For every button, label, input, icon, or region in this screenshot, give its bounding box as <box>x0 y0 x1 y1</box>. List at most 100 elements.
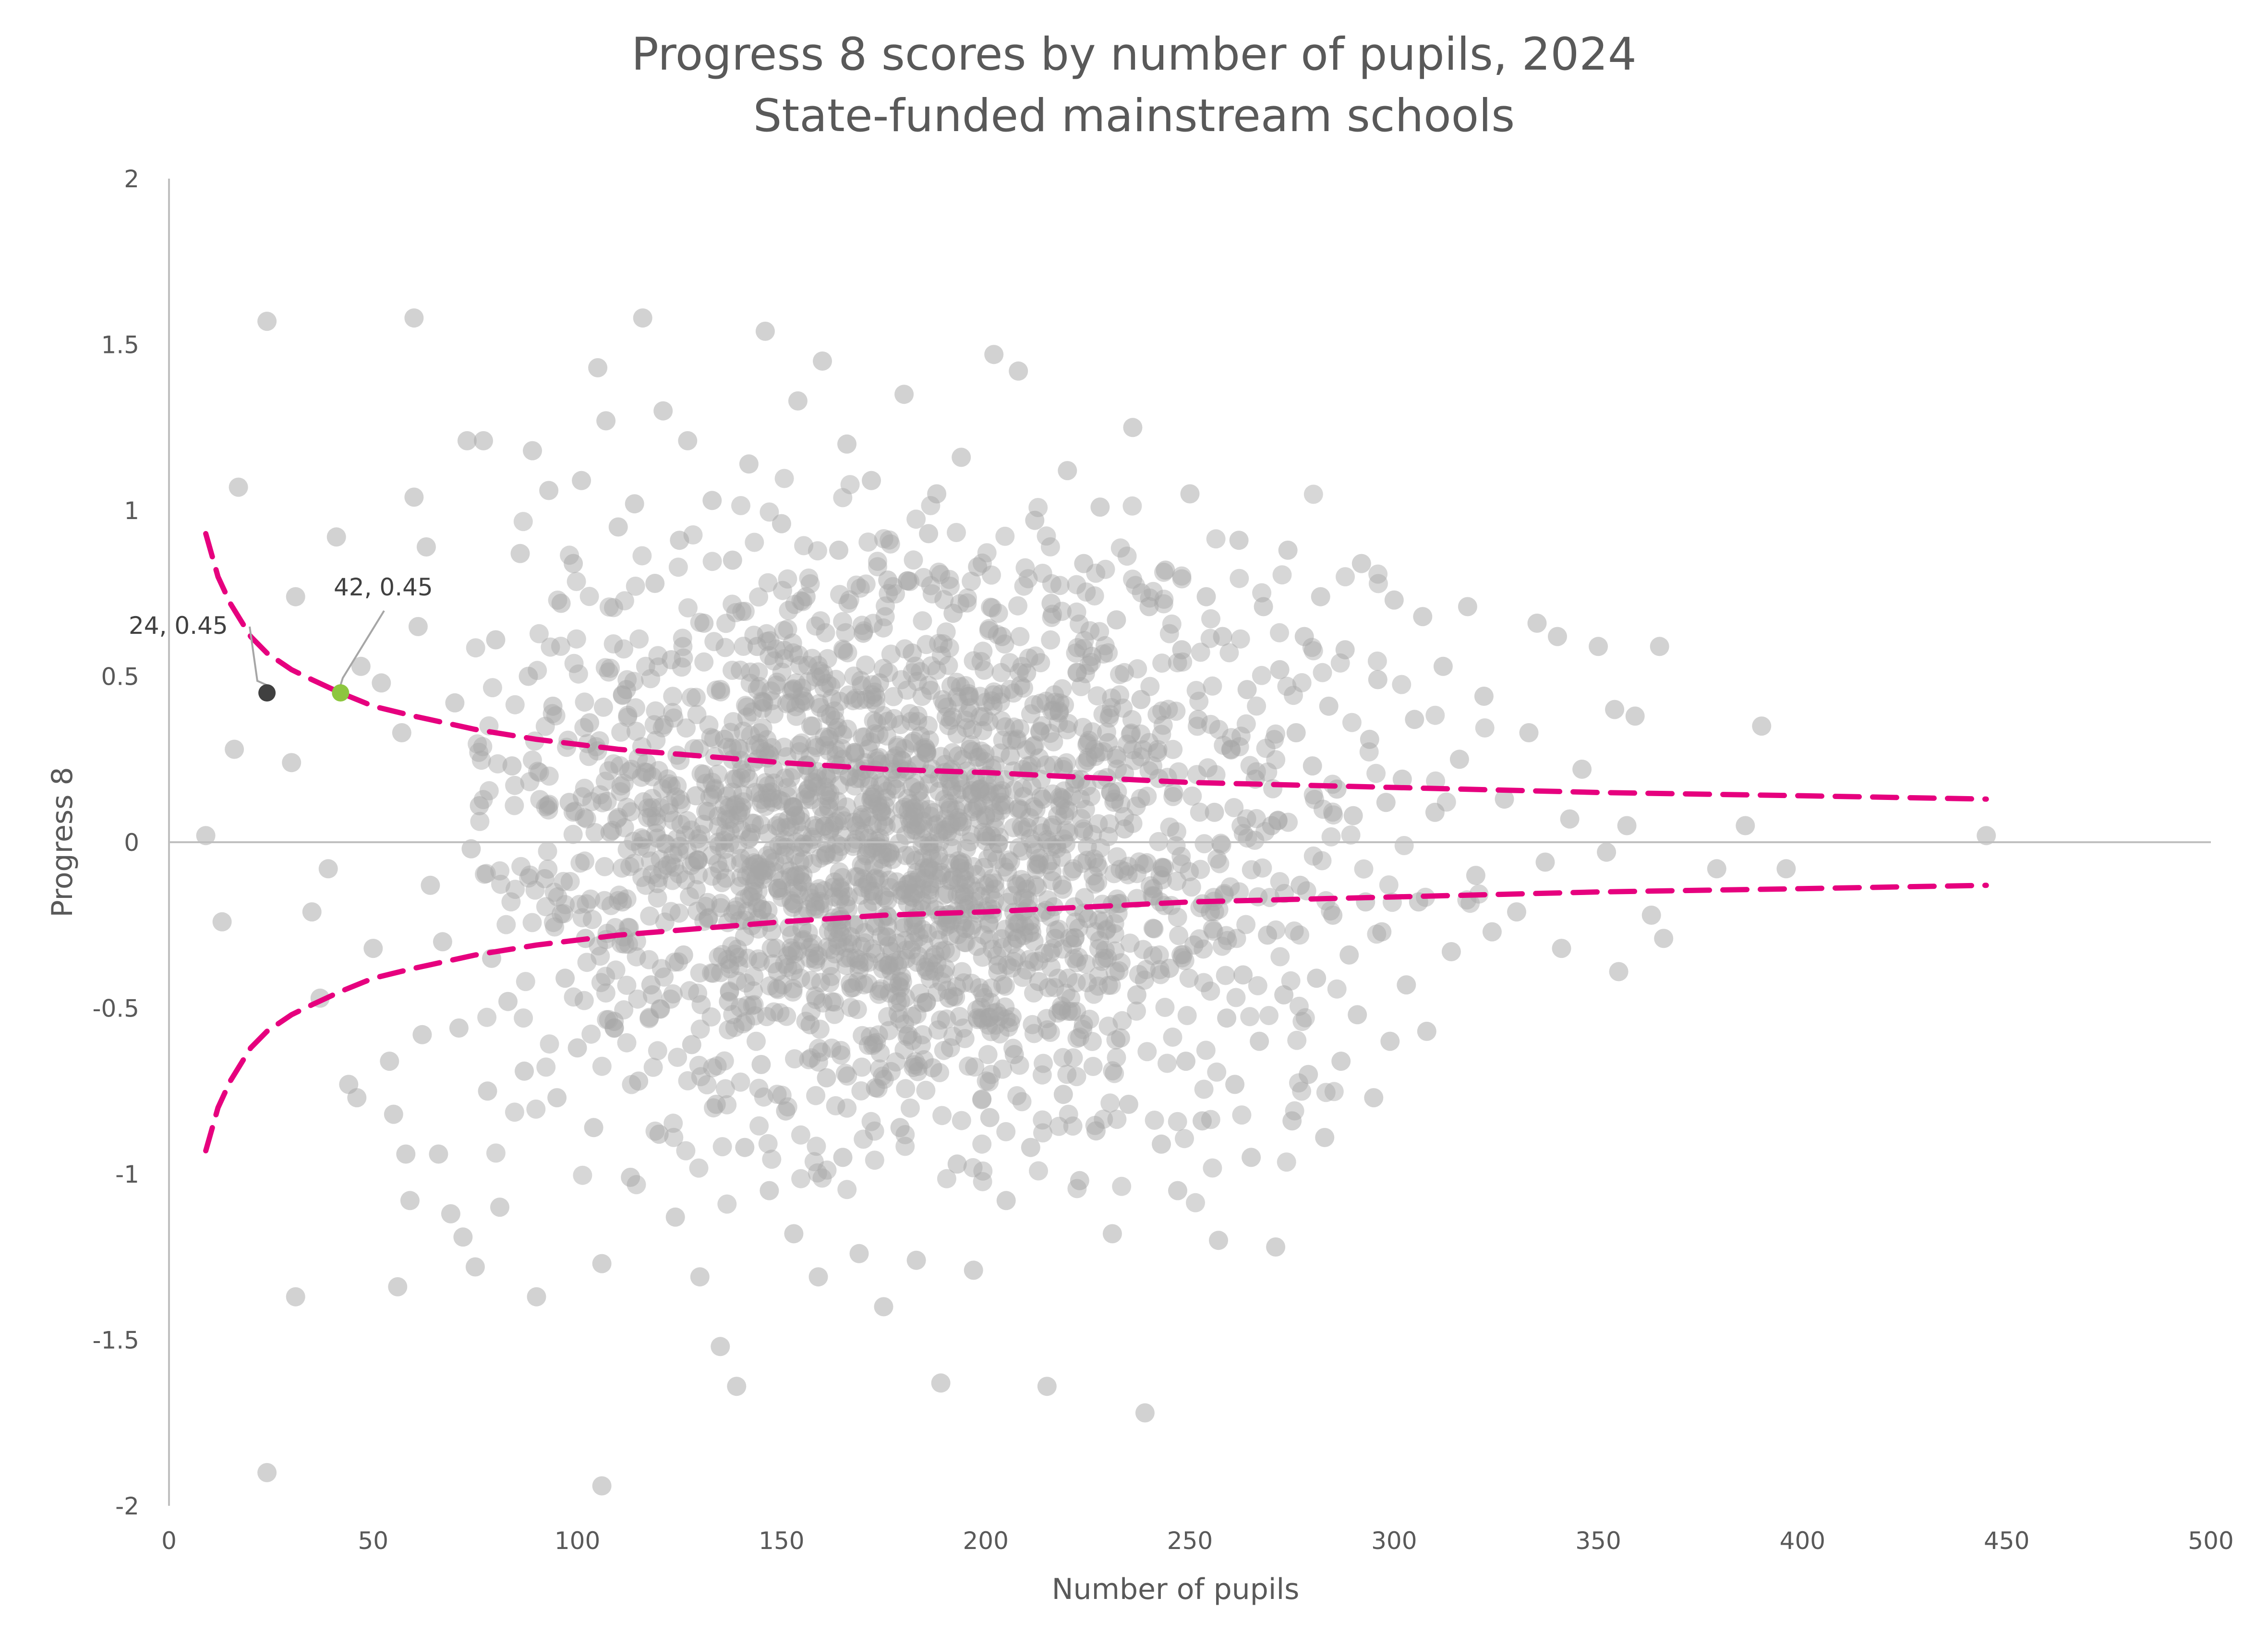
scatter-point <box>834 641 854 661</box>
scatter-point <box>976 692 995 712</box>
scatter-point <box>874 1297 893 1317</box>
scatter-point <box>812 1168 832 1188</box>
scatter-point <box>604 754 623 774</box>
scatter-point <box>1126 576 1145 595</box>
scatter-point <box>802 649 822 668</box>
scatter-point <box>1441 942 1461 961</box>
scatter-point <box>920 884 940 904</box>
scatter-point <box>995 857 1014 877</box>
scatter-point <box>1091 838 1110 858</box>
scatter-point <box>694 613 714 633</box>
scatter-point <box>723 661 742 680</box>
scatter-point <box>1482 922 1502 942</box>
scatter-point <box>754 1087 773 1107</box>
scatter-point <box>708 854 727 873</box>
scatter-point <box>700 787 720 807</box>
scatter-point <box>923 835 943 854</box>
scatter-point <box>854 1129 873 1149</box>
scatter-point <box>1036 755 1056 775</box>
x-tick-label: 250 <box>1167 1527 1213 1555</box>
scatter-point <box>851 769 870 788</box>
scatter-point <box>792 871 812 891</box>
scatter-point <box>898 894 917 913</box>
scatter-point <box>555 968 575 988</box>
scatter-point <box>1198 758 1218 778</box>
scatter-point <box>906 914 926 934</box>
scatter-point <box>737 902 757 921</box>
scatter-point <box>849 960 869 980</box>
scatter-point <box>1159 624 1179 643</box>
scatter-point <box>862 787 881 807</box>
scatter-point <box>1160 958 1179 978</box>
scatter-point <box>790 806 810 825</box>
scatter-point <box>626 576 645 596</box>
scatter-point <box>1535 852 1555 872</box>
scatter-point <box>663 871 682 890</box>
scatter-point <box>758 846 777 865</box>
scatter-point <box>833 488 853 508</box>
scatter-point <box>908 946 928 966</box>
scatter-point <box>910 662 930 681</box>
scatter-point <box>530 790 550 810</box>
scatter-point <box>1070 1028 1089 1047</box>
scatter-point <box>791 1169 811 1188</box>
scatter-point <box>1048 968 1068 988</box>
scatter-point <box>956 933 976 953</box>
scatter-point <box>932 972 952 992</box>
scatter-point <box>636 656 655 676</box>
scatter-point <box>1707 859 1726 879</box>
scatter-point <box>1166 702 1186 721</box>
scatter-point <box>973 947 992 967</box>
scatter-point <box>633 308 652 328</box>
scatter-point <box>577 953 597 972</box>
scatter-point <box>1071 677 1091 696</box>
scatter-point <box>505 796 524 815</box>
scatter-point <box>1101 975 1121 995</box>
scatter-point <box>998 893 1017 912</box>
scatter-point <box>987 1002 1007 1022</box>
scatter-point <box>781 867 800 886</box>
scatter-point <box>639 1009 659 1029</box>
scatter-point <box>890 1009 909 1029</box>
scatter-point <box>1054 781 1074 801</box>
scatter-point <box>476 864 496 884</box>
scatter-point <box>611 776 631 796</box>
scatter-point <box>1413 607 1433 627</box>
scatter-point <box>867 1032 886 1052</box>
scatter-point <box>914 819 933 839</box>
scatter-point <box>1262 816 1281 835</box>
scatter-point <box>954 887 974 906</box>
scatter-point <box>1104 792 1124 812</box>
scatter-point <box>1108 894 1128 913</box>
x-tick-label: 150 <box>759 1527 804 1555</box>
scatter-point <box>740 846 760 866</box>
scatter-point <box>941 576 960 596</box>
scatter-point <box>646 823 666 843</box>
scatter-point <box>909 927 929 947</box>
scatter-point <box>1278 540 1298 560</box>
scatter-point <box>592 1476 612 1496</box>
scatter-point <box>843 934 862 954</box>
scatter-point <box>729 947 748 967</box>
scatter-point <box>817 674 837 693</box>
scatter-point <box>772 662 792 682</box>
scatter-point <box>963 741 983 761</box>
scatter-point <box>839 766 859 786</box>
scatter-point <box>592 1056 612 1076</box>
scatter-point <box>1172 854 1192 874</box>
scatter-point <box>855 952 874 972</box>
scatter-point <box>1076 582 1096 602</box>
scatter-point <box>1258 925 1278 945</box>
scatter-point <box>1048 806 1067 825</box>
scatter-point <box>1024 952 1044 972</box>
scatter-point <box>981 1065 1001 1084</box>
scatter-point <box>753 699 772 718</box>
scatter-point <box>1090 931 1110 950</box>
scatter-point <box>1119 857 1138 876</box>
scatter-point <box>904 1058 923 1077</box>
scatter-point <box>844 836 863 856</box>
scatter-point <box>690 963 710 983</box>
scatter-point <box>941 677 961 696</box>
scatter-point <box>817 769 837 788</box>
scatter-point <box>772 791 792 811</box>
